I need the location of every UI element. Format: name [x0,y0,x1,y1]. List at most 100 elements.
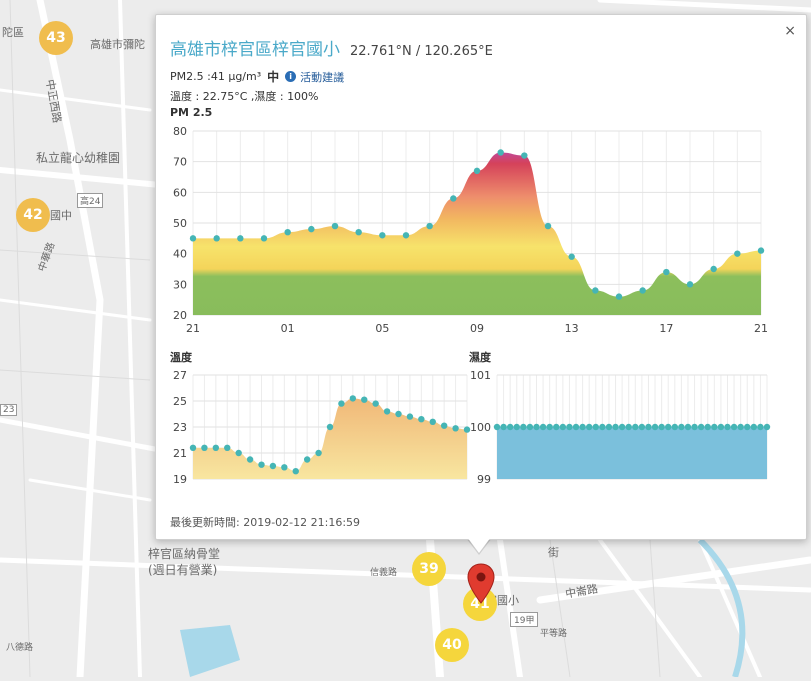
data-point [326,423,334,431]
data-point [566,423,573,431]
map-label: 私立龍心幼稚園 [36,151,121,165]
map-label: 高雄市彌陀 [90,38,145,51]
y-tick-label: 70 [173,156,187,169]
y-tick-label: 100 [470,421,491,434]
data-point [189,235,197,242]
data-point [473,167,481,175]
humidity-chart-title: 濕度 [469,351,491,364]
data-point [355,229,362,236]
data-point [402,232,410,239]
data-point [645,423,652,431]
data-point [618,423,626,431]
pm-marker-42[interactable]: 42 [16,198,50,232]
data-point [506,423,514,431]
data-point [592,287,599,294]
data-point [559,423,567,431]
data-point [737,423,744,431]
data-point [418,416,425,423]
station-title: 高雄市梓官區梓官國小 22.761°N / 120.265°E [170,35,493,60]
pm-marker-40[interactable]: 40 [435,628,469,662]
data-point [338,400,345,407]
data-point [463,426,471,433]
data-point [572,423,580,431]
pm-marker-value: 43 [46,30,66,46]
data-point [710,265,717,273]
station-popup: × 高雄市梓官區梓官國小 22.761°N / 120.265°E PM2.5 :… [155,14,807,540]
pm-marker-value: 40 [442,637,462,653]
data-point [292,468,299,475]
data-point [592,423,599,431]
y-tick-label: 50 [173,217,187,230]
data-point [426,222,433,230]
y-tick-label: 30 [173,278,187,291]
map-label: 平等路 [540,629,568,639]
data-point [440,422,448,429]
data-point [757,247,765,254]
data-point [406,413,414,420]
data-point [246,456,254,463]
data-point [671,423,679,431]
activity-advice-link[interactable]: 活動建議 [300,70,345,84]
pm-marker-41[interactable]: 41 [463,587,497,621]
y-tick-label: 20 [173,309,187,322]
pm-marker-value: 39 [419,561,439,577]
data-point [201,444,208,451]
data-point [717,423,725,431]
data-point [372,400,379,407]
pm-marker-43[interactable]: 43 [39,21,73,55]
map-label: 高24 [77,193,104,208]
data-point [212,444,220,451]
data-point [520,423,527,431]
y-tick-label: 23 [173,421,187,434]
data-point [711,423,718,431]
data-point [497,149,504,156]
data-point [303,456,311,463]
y-tick-label: 21 [173,447,187,460]
data-point [658,423,665,431]
y-tick-label: 19 [173,473,187,486]
data-point [513,423,520,431]
data-point [612,423,619,431]
data-point [235,449,242,457]
data-point [568,253,575,260]
pm-chart: 20 30 40 50 60 70 80 21 01 05 09 13 17 21 [173,125,768,335]
data-point [383,408,391,415]
pm-chart-title: PM 2.5 [170,106,213,119]
info-icon[interactable]: i [285,71,297,82]
map-label: 街 [548,546,559,559]
data-point [533,423,540,431]
pm-summary: PM2.5 :41 μg/m³ 中 i 活動建議 [170,68,344,85]
data-points [493,423,771,431]
y-tick-label: 99 [477,473,491,486]
x-tick-label: 21 [186,322,200,335]
map-label: (週日有營業) [148,563,218,577]
data-point [308,225,315,233]
data-point [315,449,322,457]
data-point [500,423,507,431]
data-point [258,461,265,468]
close-icon[interactable]: × [784,23,796,39]
data-point [269,462,277,470]
location-pin-icon[interactable] [467,563,495,605]
x-tick-label: 17 [659,322,673,335]
pm-marker-value: 42 [23,207,43,223]
data-point [284,229,291,236]
data-point [526,423,534,431]
map-label: 八德路 [6,643,34,653]
data-point [224,444,231,451]
humidity-chart: 99 100 101 [470,369,771,486]
area-fill [497,427,767,479]
data-point [281,464,288,471]
data-points [189,395,471,475]
pm-value-text: PM2.5 :41 μg/m³ [170,70,262,83]
data-point [553,423,560,431]
x-tick-label: 21 [754,322,768,335]
data-point [599,423,606,431]
pm-marker-39[interactable]: 39 [412,552,446,586]
data-point [704,423,711,431]
data-point [686,281,694,288]
data-point [452,425,459,432]
station-name: 高雄市梓官區梓官國小 [170,40,340,60]
data-point [750,423,758,431]
data-point [605,423,613,431]
